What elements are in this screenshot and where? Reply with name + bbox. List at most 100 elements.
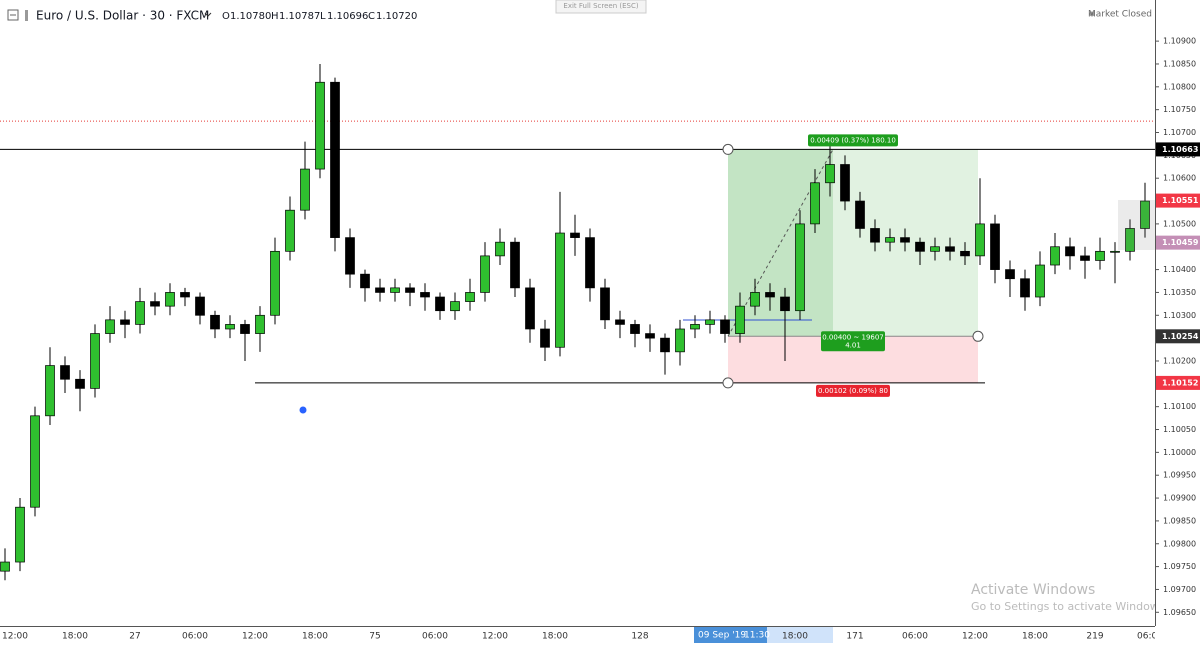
y-tick-label: 1.09750 <box>1163 562 1196 571</box>
candle-body <box>645 333 655 339</box>
range-highlight <box>1118 200 1155 250</box>
candle-body <box>900 237 910 243</box>
y-tick-label: 1.09700 <box>1163 585 1196 594</box>
candle-body <box>75 378 85 389</box>
x-tick-label: 06:00 <box>1137 632 1163 642</box>
y-tick-label: 1.09850 <box>1163 516 1196 525</box>
x-tick-label: 12:00 <box>2 632 28 642</box>
entry-label: 0.00400 ~ 19607 <box>822 333 884 341</box>
price-badge-label: 1.10152 <box>1162 378 1198 387</box>
candle-body <box>1005 269 1015 280</box>
activation-subtitle: Go to Settings to activate Windows. <box>971 600 1168 613</box>
symbol-chevron[interactable] <box>204 12 212 17</box>
position-handle <box>972 330 984 342</box>
y-tick-label: 1.10200 <box>1163 356 1196 365</box>
x-tick-label: 18:00 <box>782 632 808 642</box>
candle-body <box>780 296 790 312</box>
candle-body <box>750 292 760 307</box>
y-tick-label: 1.10000 <box>1163 448 1196 457</box>
candle-body <box>1110 250 1120 253</box>
price-badge-label: 1.10663 <box>1162 145 1198 154</box>
x-tick-label: 128 <box>631 632 648 642</box>
candle-body <box>600 287 610 321</box>
candle-body <box>120 319 130 325</box>
price-badge-label: 1.10254 <box>1162 332 1199 341</box>
candle-body <box>540 328 550 348</box>
candle-body <box>1095 250 1105 261</box>
x-tick-label: 18:00 <box>1022 632 1048 642</box>
ohlc-key: H <box>271 11 279 22</box>
y-tick-label: 1.10800 <box>1163 82 1196 91</box>
crosshair-label-bg <box>694 627 767 643</box>
stop-label-bg <box>816 384 890 397</box>
candle-body <box>1080 255 1090 261</box>
target-label: 0.00409 (0.37%) 180.10 <box>810 136 896 144</box>
candle-body <box>765 292 775 298</box>
price-axis-bg <box>1155 0 1200 645</box>
y-tick-label: 1.10050 <box>1163 425 1196 434</box>
price-axis: 1.10900 1.10850 1.10800 1.10750 1.10700 1.106… <box>1155 0 1200 645</box>
candle-body <box>570 232 580 238</box>
y-tick-label: 1.10600 <box>1163 174 1196 183</box>
candle-body <box>630 324 640 334</box>
x-tick-label: 06:00 <box>422 632 448 642</box>
y-tick-label: 1.10700 <box>1163 128 1196 137</box>
x-tick-label: 12:00 <box>242 632 268 642</box>
price-badge <box>1156 329 1200 344</box>
event-icon <box>299 406 307 414</box>
x-tick-label: 18:00 <box>542 632 568 642</box>
candle-body <box>555 232 565 348</box>
candle-body <box>1065 246 1075 257</box>
y-tick-label: 1.10350 <box>1163 288 1196 297</box>
candle-body <box>225 324 235 330</box>
candle-body <box>180 292 190 298</box>
candle-body <box>30 415 40 508</box>
candle-body <box>480 255 490 293</box>
stop-label: 0.00102 (0.09%) 80 <box>818 387 888 395</box>
y-tick-label: 1.10850 <box>1163 59 1196 68</box>
candle-body <box>195 296 205 316</box>
candle-body <box>105 319 115 334</box>
entry-label-bg <box>821 331 885 352</box>
candle-body <box>165 292 175 307</box>
candle-body <box>45 365 55 417</box>
crosshair-date: 09 Sep '19 <box>698 631 746 641</box>
candle-body <box>705 319 715 325</box>
candle-body <box>315 81 325 170</box>
candle-body <box>735 305 745 334</box>
candle-body <box>15 506 25 563</box>
status-dot <box>1089 11 1095 17</box>
candle-body <box>300 168 310 211</box>
price-badge <box>1156 375 1200 390</box>
price-badge-label: 1.10551 <box>1162 196 1199 205</box>
candle-body <box>135 301 145 325</box>
candle-body <box>1020 278 1030 298</box>
candle-body <box>255 314 265 334</box>
symbol-title[interactable]: Euro / U.S. Dollar · 30 · FXCM <box>36 9 209 23</box>
exit-fullscreen-button[interactable] <box>555 0 647 14</box>
exit-fullscreen-label[interactable]: Exit Full Screen (ESC) <box>563 2 638 10</box>
ohlc-value: 1.10720 <box>376 11 417 22</box>
candle-body <box>375 287 385 293</box>
candle-body <box>945 246 955 252</box>
y-tick-label: 1.09950 <box>1163 471 1196 480</box>
candle-body <box>960 250 970 257</box>
candle-body <box>150 301 160 307</box>
x-tick-label: 219 <box>1086 632 1103 642</box>
candle-body <box>990 223 1000 270</box>
price-badge <box>1156 235 1200 250</box>
candle-body <box>825 164 835 184</box>
candle-body <box>855 200 865 229</box>
collapse-icon[interactable] <box>7 9 19 21</box>
candle-body <box>420 292 430 298</box>
candle-body <box>870 228 880 243</box>
candle-body <box>90 333 100 389</box>
candle-body <box>720 319 730 334</box>
candle-body <box>360 273 370 289</box>
ohlc-key: O <box>222 11 230 22</box>
candle-body <box>210 314 220 330</box>
price-badge-label: 1.10459 <box>1162 238 1199 247</box>
candle-body <box>810 182 820 225</box>
